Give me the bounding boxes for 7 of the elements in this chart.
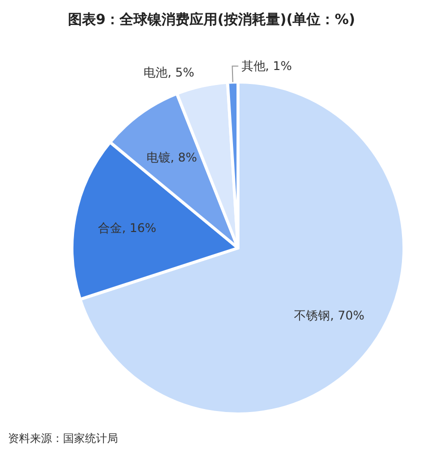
text: 资料来源：国家统计局: [8, 432, 118, 445]
slice-label: 电池, 5%: [144, 65, 194, 80]
slice-label: 合金, 16%: [98, 220, 156, 235]
slice-label: 不锈钢, 70%: [294, 308, 364, 322]
chart-title: 图表9：全球镍消费应用(按消耗量)(单位：%): [68, 11, 356, 28]
slice-label: 其他, 1%: [241, 59, 292, 74]
slice-label: 电镀, 8%: [146, 150, 197, 165]
